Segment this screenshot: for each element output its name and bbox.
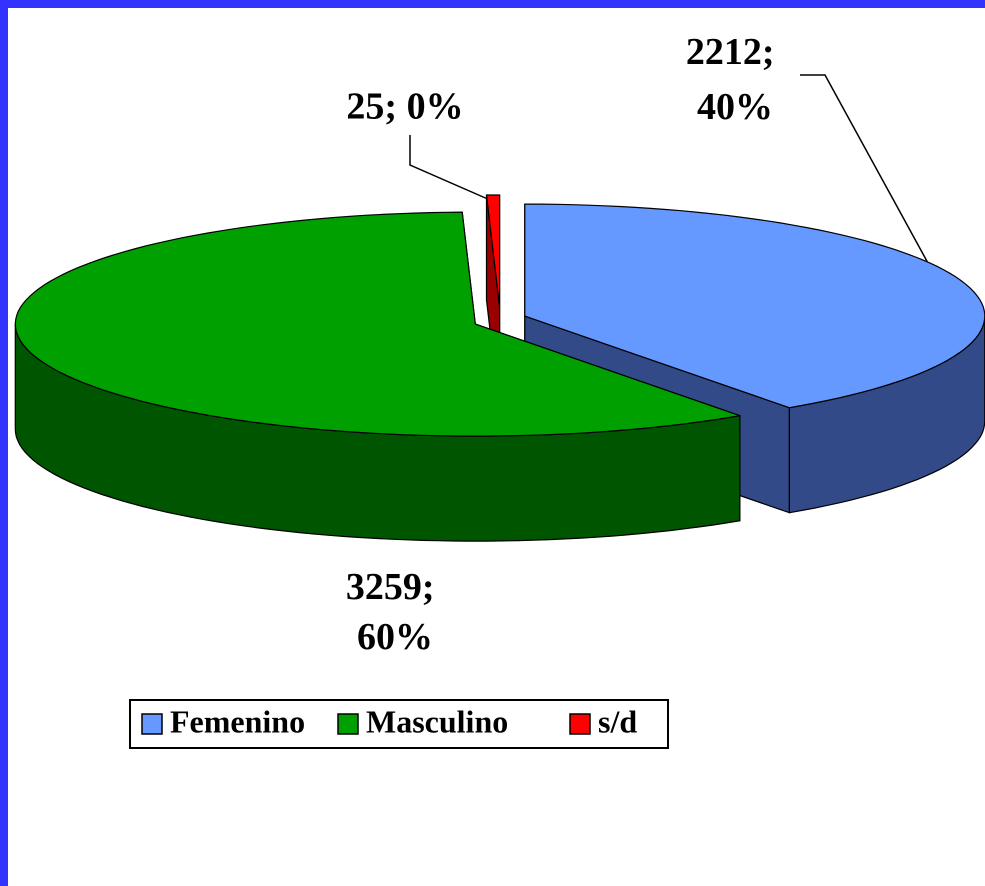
slice-top [485,194,501,308]
legend-swatch [569,713,591,735]
data-label-line: 40% [697,86,773,128]
leader-line [409,135,491,201]
legend-label: Femenino [170,703,305,739]
slice-top [14,211,741,437]
data-label-line: 2212; [686,31,784,73]
legend-swatch [141,713,163,735]
data-label-line: 3259; [346,566,444,608]
data-label-line: 60% [357,616,433,658]
frame-top [0,0,985,8]
slice-top [524,203,985,409]
leader-line [800,74,941,286]
legend-label: Masculino [366,703,508,739]
legend-swatch [337,713,359,735]
data-label: 25; 0% [346,86,463,128]
data-label: 2212; 40% [686,31,784,128]
legend-label: s/d [598,703,637,739]
frame-left [0,0,8,886]
data-label: 3259; 60% [346,566,444,658]
